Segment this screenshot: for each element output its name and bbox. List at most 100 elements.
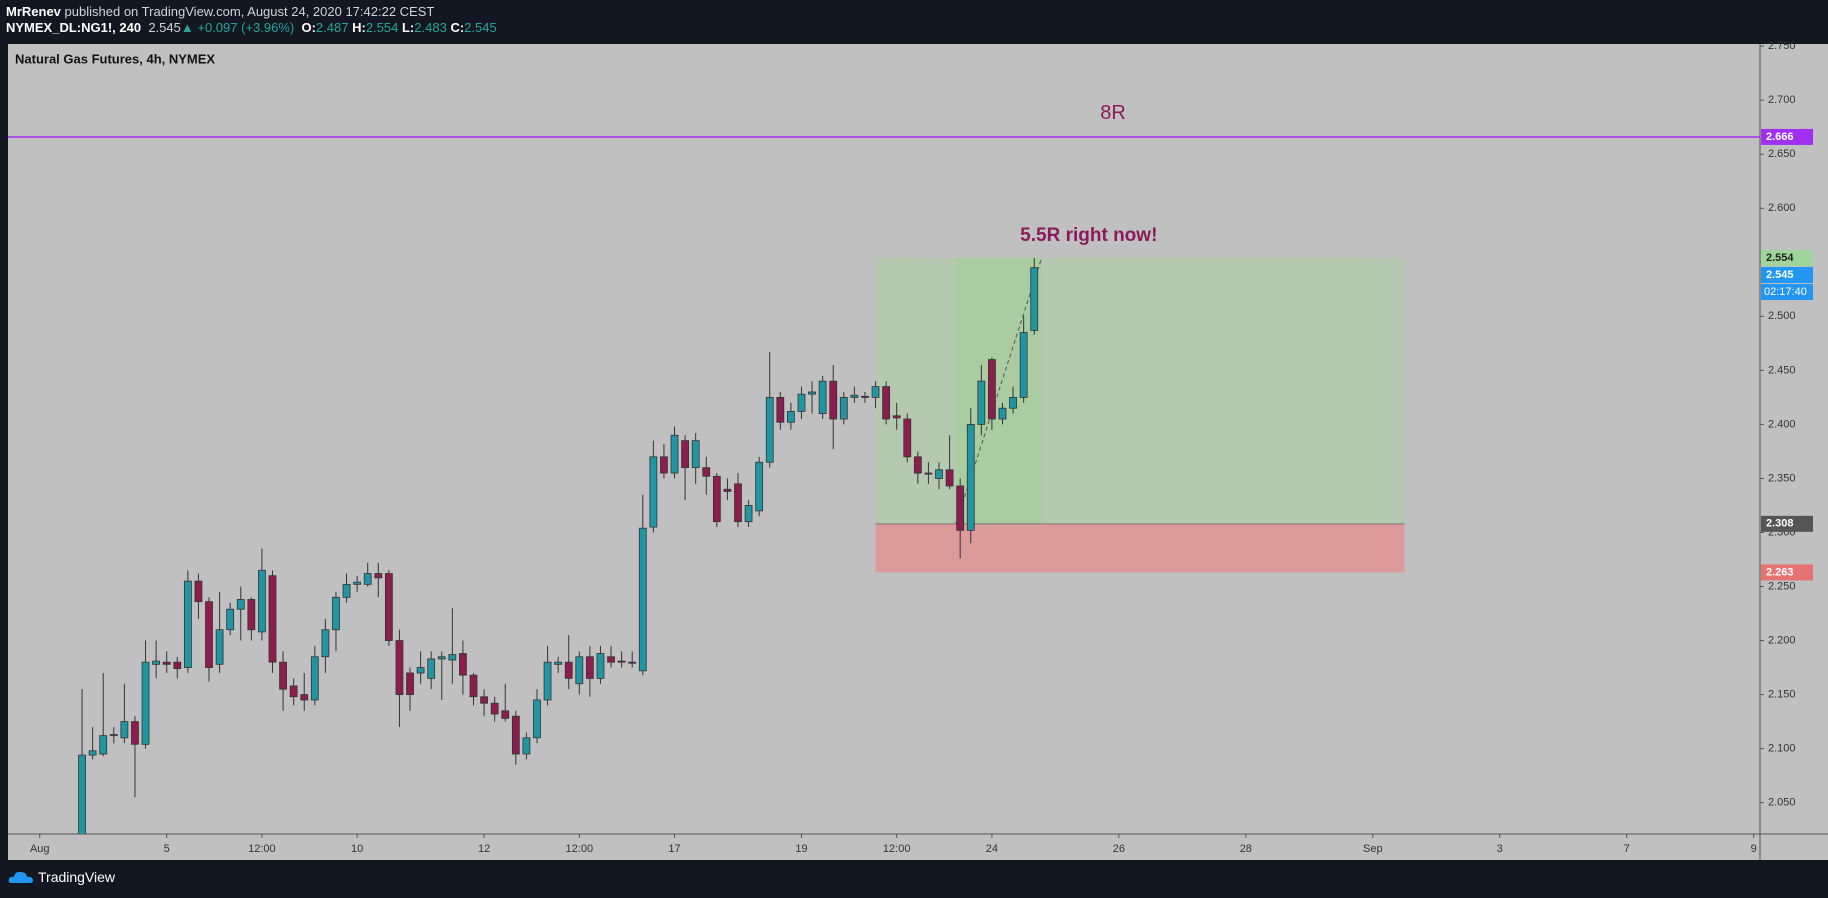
candle-body — [882, 386, 891, 420]
candle-body — [152, 660, 161, 665]
candle-body — [511, 715, 520, 755]
candle-body — [353, 581, 362, 585]
published: published on TradingView.com, August 24,… — [64, 4, 435, 19]
x-tick-label: 7 — [1624, 843, 1630, 855]
countdown: 02:17:40 — [1764, 286, 1807, 298]
candle-body — [120, 721, 129, 739]
candle-body — [988, 359, 996, 420]
o-value: 2.487 — [315, 20, 349, 35]
target-zone — [875, 257, 1405, 524]
header-line: NYMEX_DL:NG1!, 240 2.545▲ +0.097 (+3.96%… — [6, 20, 497, 36]
c-label: C: — [450, 20, 465, 35]
candle-body — [628, 661, 637, 664]
l-label: L: — [401, 20, 415, 35]
candle-body — [522, 737, 531, 755]
x-tick-label: 5 — [164, 843, 170, 855]
candle-body — [99, 735, 108, 755]
candle-body — [416, 667, 425, 674]
candle-body — [787, 411, 795, 423]
candle-body — [998, 407, 1007, 420]
candle-body — [734, 483, 742, 523]
plot — [8, 136, 1760, 834]
candle-body — [183, 580, 192, 668]
x-tick-label: 3 — [1497, 843, 1503, 855]
candle-body — [236, 599, 245, 610]
progress-line — [955, 257, 1043, 524]
candle-body — [469, 674, 478, 698]
candle-body — [427, 658, 436, 679]
candle-body — [1009, 396, 1017, 409]
candle-body — [289, 685, 298, 698]
candle-body — [755, 461, 764, 512]
candle-body — [310, 656, 319, 701]
y-tick-label: 2.600 — [1768, 202, 1796, 214]
candle-body — [649, 456, 658, 528]
y-tick-label: 2.650 — [1768, 148, 1796, 160]
c-value: 2.545 — [464, 20, 497, 35]
entry-label: 2.308 — [1766, 518, 1794, 530]
x-tick-label: Sep — [1363, 843, 1383, 855]
y-tick-label: 2.200 — [1768, 634, 1796, 646]
candle-body — [78, 754, 86, 834]
candle-body — [935, 469, 943, 479]
x-tick-label: 12:00 — [566, 843, 594, 855]
entry-label-box — [1761, 515, 1813, 532]
x-tick-label: 17 — [668, 843, 680, 855]
candle-body — [660, 456, 668, 474]
candle-body — [1030, 267, 1039, 331]
candle-body — [406, 672, 414, 695]
y-tick-label: 2.250 — [1768, 580, 1796, 592]
stop-zone — [875, 523, 1405, 573]
candle-body — [638, 527, 647, 672]
candle-body — [966, 424, 975, 531]
y-tick-label: 2.150 — [1768, 688, 1796, 700]
last-price-label: 2.545 — [1766, 269, 1794, 281]
candle-body — [205, 601, 213, 668]
candle-body — [342, 583, 351, 598]
change: +0.097 (+3.96%) — [197, 20, 295, 35]
y-tick-label: 2.450 — [1768, 364, 1796, 376]
candle-body — [575, 656, 584, 685]
candle-body — [892, 415, 901, 419]
candle-body — [861, 395, 869, 398]
x-tick-label: 26 — [1113, 843, 1125, 855]
candle-body — [617, 660, 626, 663]
candle-body — [681, 440, 689, 469]
candle-body — [871, 386, 880, 398]
header-line: MrRenev published on TradingView.com, Au… — [6, 4, 497, 20]
candle-body — [501, 710, 510, 719]
candle-body — [194, 580, 203, 603]
countdown-box — [1761, 283, 1813, 300]
candle-body — [818, 380, 827, 415]
candle-body — [607, 656, 615, 663]
y-tick-label: 2.100 — [1768, 743, 1796, 755]
candle-body — [490, 702, 499, 715]
author: MrRenev — [6, 4, 61, 19]
target-annotation: 8R — [1100, 102, 1126, 124]
h-value: 2.554 — [365, 20, 399, 35]
candle-body — [384, 573, 393, 641]
candle-body — [480, 696, 488, 704]
candle-body — [945, 469, 954, 487]
candle-body — [564, 661, 573, 679]
y-tick-label: 2.750 — [1768, 40, 1796, 52]
x-tick-label: 9 — [1751, 843, 1757, 855]
candle-body — [839, 396, 848, 420]
y-tick-label: 2.500 — [1768, 310, 1796, 322]
candle-body — [395, 640, 404, 695]
position-target-label: 2.554 — [1766, 252, 1794, 264]
footer: TradingView — [8, 868, 115, 886]
y-tick-label: 2.700 — [1768, 94, 1796, 106]
brand: TradingView — [38, 869, 116, 885]
target-price-label: 2.666 — [1766, 131, 1794, 143]
axes: 2.0502.1002.1502.2002.2502.3002.3502.400… — [30, 40, 1813, 855]
candle-body — [374, 573, 383, 579]
x-tick-label: 12:00 — [883, 843, 911, 855]
candle-body — [131, 721, 139, 745]
arrow: ▲ — [180, 20, 194, 35]
candle-body — [691, 440, 700, 469]
candle-body — [776, 396, 785, 423]
candle-body — [956, 485, 965, 531]
candle-body — [723, 488, 732, 492]
